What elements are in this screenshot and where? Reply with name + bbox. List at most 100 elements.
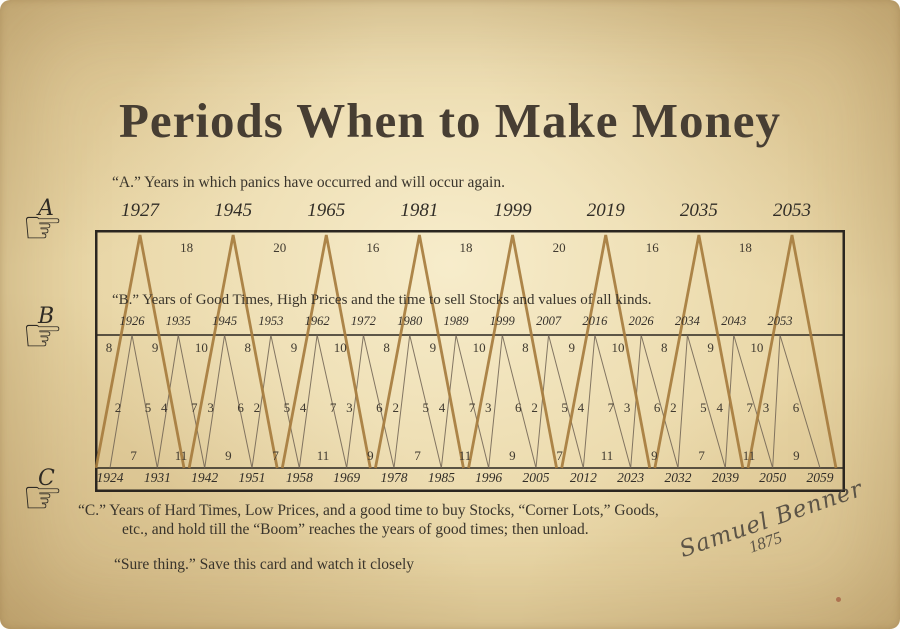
slope-down-years-label: 4 (161, 400, 168, 415)
a-interval-label: 16 (366, 240, 380, 255)
slope-down-years-label: 2 (531, 400, 538, 415)
slope-up-years-label: 6 (237, 400, 244, 415)
b-interval-label: 10 (611, 340, 625, 355)
a-interval-label: 20 (552, 240, 566, 255)
a-year-label: 1945 (214, 200, 253, 221)
a-year-label: 1981 (400, 200, 439, 221)
b-interval-label: 8 (661, 340, 668, 355)
slope-up-years-label: 6 (515, 400, 522, 415)
marker-b: B ☞ (22, 304, 106, 364)
b-year-label: 1953 (258, 314, 284, 328)
a-year-label: 1965 (307, 200, 346, 221)
c-interval-label: 11 (600, 448, 614, 463)
c-year-label: 1996 (475, 470, 503, 485)
b-year-label: 1980 (397, 314, 423, 328)
slope-down-years-label: 4 (438, 400, 446, 415)
b-interval-label: 8 (383, 340, 390, 355)
a-year-label: 2053 (773, 200, 811, 221)
b-year-label: 2034 (674, 314, 700, 328)
b-year-label: 1962 (304, 314, 330, 328)
c-interval-label: 7 (272, 448, 279, 463)
c-interval-label: 9 (793, 448, 800, 463)
footer-note: “Sure thing.” Save this card and watch i… (114, 556, 415, 573)
slope-down-years-label: 3 (485, 400, 492, 415)
slope-up-years-label: 7 (329, 400, 337, 415)
a-interval-label: 18 (459, 240, 473, 255)
b-interval-label: 10 (750, 340, 764, 355)
a-year-label: 1999 (493, 200, 532, 221)
a-interval-label: 18 (738, 240, 752, 255)
chart-box: “B.” Years of Good Times, High Prices an… (95, 230, 845, 492)
slope-down-years-label: 4 (577, 400, 585, 415)
b-year-label: 2007 (536, 314, 562, 328)
slope-up-years-label: 7 (746, 400, 753, 415)
slope-up-years-label: 5 (283, 400, 291, 415)
slope-down-years-label: 3 (346, 400, 353, 415)
slope-down-years-label: 2 (114, 400, 122, 415)
marker-a: A ☞ (22, 196, 106, 256)
c-year-label: 1931 (143, 470, 171, 485)
c-interval-label: 11 (174, 448, 188, 463)
b-year-label: 1945 (212, 314, 238, 328)
c-year-label: 1924 (96, 470, 124, 485)
marker-c-letter: C (38, 466, 55, 491)
b-year-label: 2043 (721, 314, 747, 328)
b-interval-label: 9 (707, 340, 714, 355)
slope-down-years-label: 4 (299, 400, 307, 415)
b-year-label: 1972 (350, 314, 376, 328)
slope-down-years-label: 3 (762, 400, 770, 415)
slope-down-years-label: 2 (392, 400, 399, 415)
cycle-lines-svg (95, 230, 845, 492)
c-year-label: 1985 (427, 470, 455, 485)
b-interval-label: 10 (333, 340, 347, 355)
c-year-label: 1978 (380, 470, 408, 485)
marker-a-letter: A (38, 196, 54, 221)
pointing-hand-icon: ☞ (22, 308, 64, 362)
a-interval-label: 20 (273, 240, 287, 255)
c-year-label: 2039 (711, 470, 739, 485)
c-interval-label: 7 (130, 448, 137, 463)
a-year-label: 2019 (586, 200, 625, 221)
pointing-hand-icon: ☞ (22, 470, 64, 524)
slope-up-years-label: 7 (468, 400, 476, 415)
c-interval-label: 11 (316, 448, 330, 463)
slope-down-years-label: 2 (670, 400, 677, 415)
c-interval-label: 9 (651, 448, 658, 463)
b-interval-label: 10 (472, 340, 486, 355)
b-interval-label: 9 (151, 340, 159, 355)
b-interval-label: 10 (194, 340, 208, 355)
b-year-label: 1926 (119, 314, 145, 328)
caption-c-line1: “C.” Years of Hard Times, Low Prices, an… (78, 502, 659, 519)
pointing-hand-icon: ☞ (22, 200, 64, 254)
b-interval-label: 9 (290, 340, 298, 355)
caption-a: “A.” Years in which panics have occurred… (112, 174, 505, 191)
a-year-label: 1927 (121, 200, 159, 221)
b-interval-label: 8 (522, 340, 529, 355)
a-interval-label: 16 (645, 240, 659, 255)
c-year-label: 2059 (806, 470, 834, 485)
caption-c-line2: etc., and hold till the “Boom” reaches t… (122, 521, 589, 538)
slope-up-years-label: 5 (700, 400, 707, 415)
slope-up-years-label: 7 (191, 400, 198, 415)
c-year-label: 1969 (333, 470, 361, 485)
b-year-label: 1989 (443, 314, 469, 328)
marker-b-letter: B (38, 304, 55, 329)
slope-down-years-label: 3 (623, 400, 631, 415)
c-interval-label: 7 (698, 448, 705, 463)
marker-c: C ☞ (22, 466, 106, 526)
slope-up-years-label: 7 (607, 400, 615, 415)
c-year-label: 2023 (617, 470, 645, 485)
a-interval-label: 18 (180, 240, 194, 255)
b-interval-label: 9 (568, 340, 575, 355)
c-year-label: 1951 (238, 470, 266, 485)
slope-up-years-label: 5 (422, 400, 429, 415)
b-year-label: 1935 (165, 314, 191, 328)
b-year-label: 2016 (582, 314, 608, 328)
page-title: Periods When to Make Money (118, 93, 782, 148)
slope-down-years-label: 4 (716, 400, 723, 415)
c-year-label: 2012 (569, 470, 597, 485)
c-interval-label: 11 (742, 448, 756, 463)
slope-up-years-label: 6 (653, 400, 661, 415)
c-interval-label: 9 (367, 448, 374, 463)
